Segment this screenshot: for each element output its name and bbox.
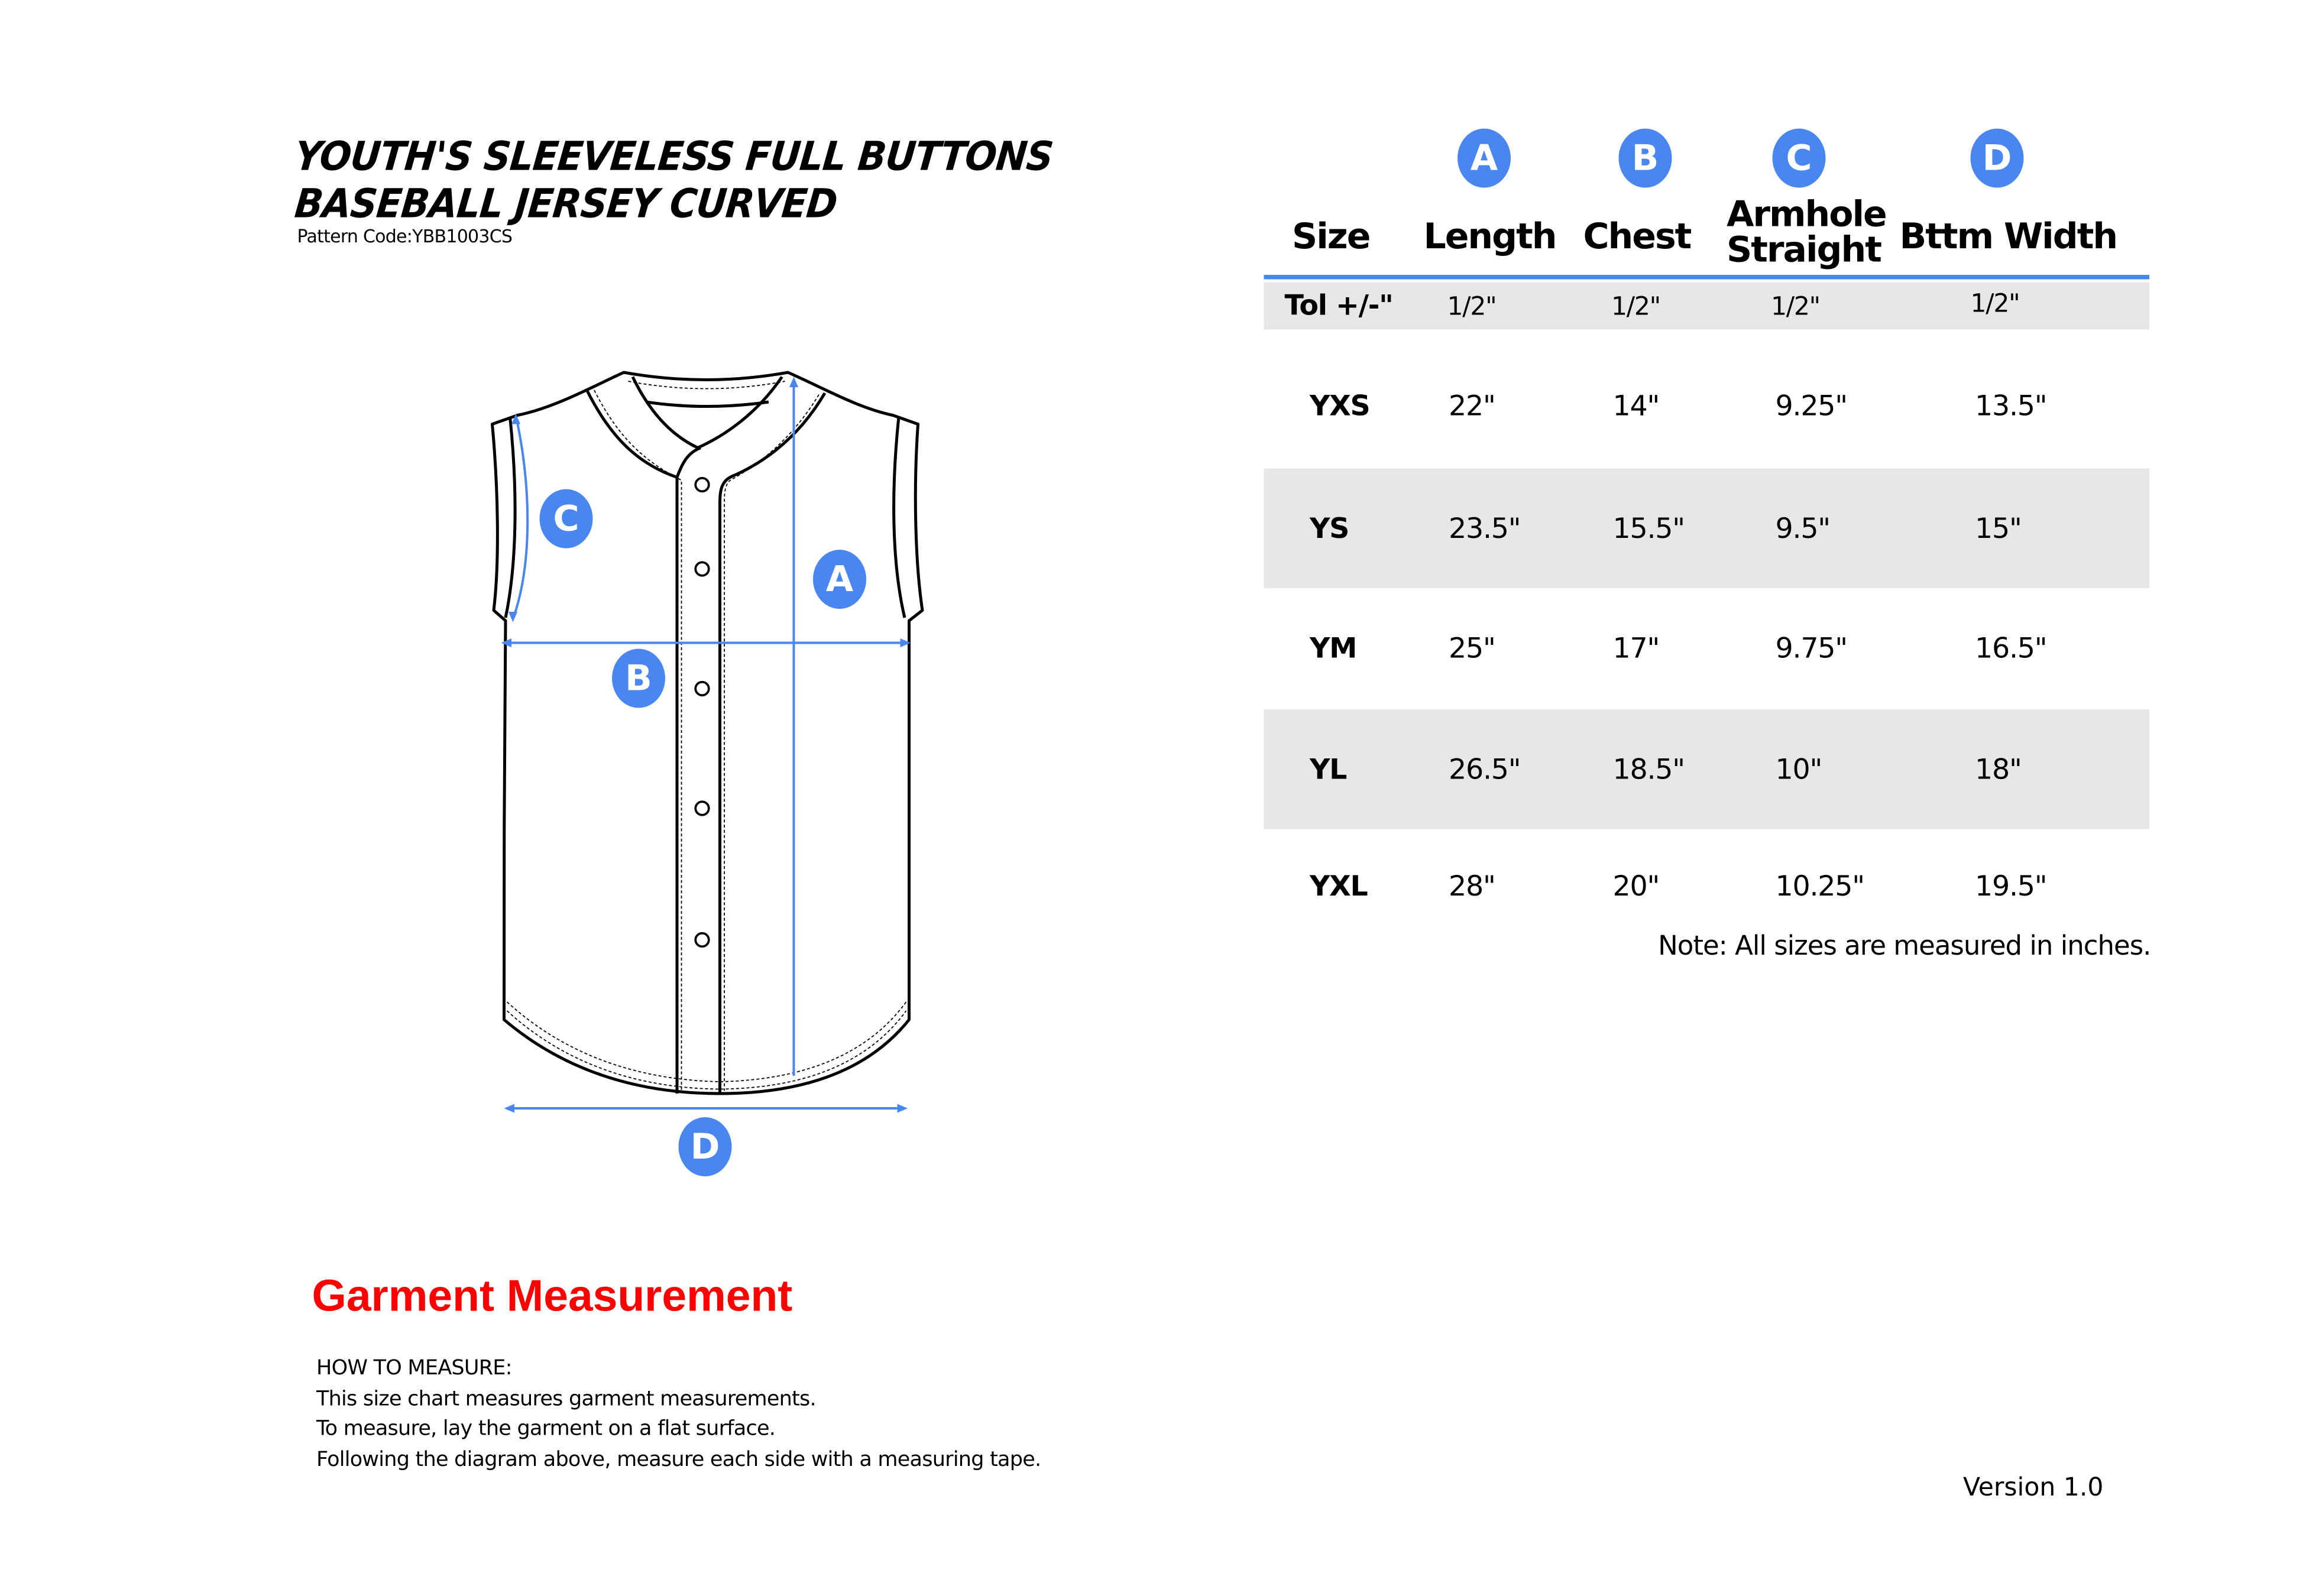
bttm-width-cell: 16.5" [1975, 632, 2048, 665]
bttm-width-cell: 18" [1975, 754, 2022, 786]
header-length: Length [1423, 216, 1557, 257]
length-cell: 25" [1449, 632, 1496, 665]
row-band-ys [1264, 468, 2149, 588]
size-cell: YL [1310, 754, 1347, 786]
badge-b: B [612, 648, 665, 708]
badge-c: C [539, 489, 593, 549]
button-icon [694, 561, 710, 577]
size-cell: YM [1310, 632, 1357, 665]
length-cell: 22" [1449, 390, 1496, 423]
units-note: Note: All sizes are measured in inches. [1658, 931, 2151, 962]
button-icon [694, 680, 710, 697]
how-to-measure-line: To measure, lay the garment on a flat su… [316, 1417, 776, 1441]
armhole-cell: 10.25" [1775, 870, 1865, 903]
buttons [694, 476, 710, 948]
tolerance-label: Tol +/-" [1284, 290, 1394, 322]
header-badge-d: D [1970, 128, 2024, 188]
tolerance-row [1264, 282, 2149, 330]
button-icon [694, 800, 710, 816]
header-badge-b: B [1618, 128, 1672, 188]
header-badge-c: C [1772, 128, 1826, 188]
header-badge-a: A [1458, 128, 1511, 188]
chest-cell: 15.5" [1612, 512, 1686, 546]
length-cell: 28" [1449, 870, 1496, 903]
header-divider [1264, 275, 2149, 280]
size-cell: YXS [1310, 390, 1371, 423]
armhole-cell: 10" [1775, 754, 1823, 786]
header-size: Size [1292, 216, 1371, 257]
row-band-yl [1264, 709, 2149, 829]
chest-cell: 14" [1612, 390, 1660, 423]
bttm-width-cell: 15" [1975, 512, 2022, 546]
tolerance-chest: 1/2" [1611, 293, 1661, 322]
header-armhole-line1: Armhole [1727, 193, 1887, 235]
badge-d: D [678, 1117, 732, 1176]
measurement-arrows [501, 377, 911, 1113]
length-cell: 23.5" [1449, 512, 1521, 546]
chest-cell: 18.5" [1612, 754, 1686, 786]
armhole-cell: 9.75" [1775, 632, 1848, 665]
how-to-measure-line: HOW TO MEASURE: [316, 1357, 512, 1380]
length-cell: 26.5" [1449, 754, 1521, 786]
armhole-cell: 9.5" [1775, 512, 1831, 546]
bttm-width-cell: 13.5" [1975, 390, 2048, 423]
how-to-measure-line: Following the diagram above, measure eac… [316, 1447, 1041, 1471]
armhole-cell: 9.25" [1775, 390, 1848, 423]
header-bttm-width: Bttm Width [1899, 216, 2119, 257]
header-chest: Chest [1583, 216, 1692, 257]
arrow-c-armhole [513, 422, 529, 615]
header-armhole-line2: Straight [1727, 229, 1882, 271]
stitching [506, 381, 907, 1091]
header-armhole-straight: Armhole Straight [1727, 193, 1887, 271]
jersey-outline [491, 371, 924, 1095]
tolerance-bttm-width: 1/2" [1970, 290, 2020, 319]
size-cell: YXL [1310, 870, 1368, 903]
tolerance-length: 1/2" [1447, 293, 1497, 322]
bttm-width-cell: 19.5" [1975, 870, 2048, 903]
how-to-measure: HOW TO MEASURE: This size chart measures… [316, 1354, 1041, 1475]
version-label: Version 1.0 [1963, 1473, 2104, 1503]
size-cell: YS [1310, 512, 1349, 546]
chest-cell: 20" [1612, 870, 1660, 903]
chest-cell: 17" [1612, 632, 1660, 665]
pattern-code: Pattern Code:YBB1003CS [297, 226, 513, 247]
button-icon [694, 476, 710, 493]
badge-a: A [813, 550, 866, 609]
tolerance-armhole: 1/2" [1771, 293, 1821, 322]
garment-measurement-heading: Garment Measurement [312, 1272, 793, 1322]
button-icon [694, 932, 710, 948]
how-to-measure-line: This size chart measures garment measure… [316, 1387, 817, 1411]
